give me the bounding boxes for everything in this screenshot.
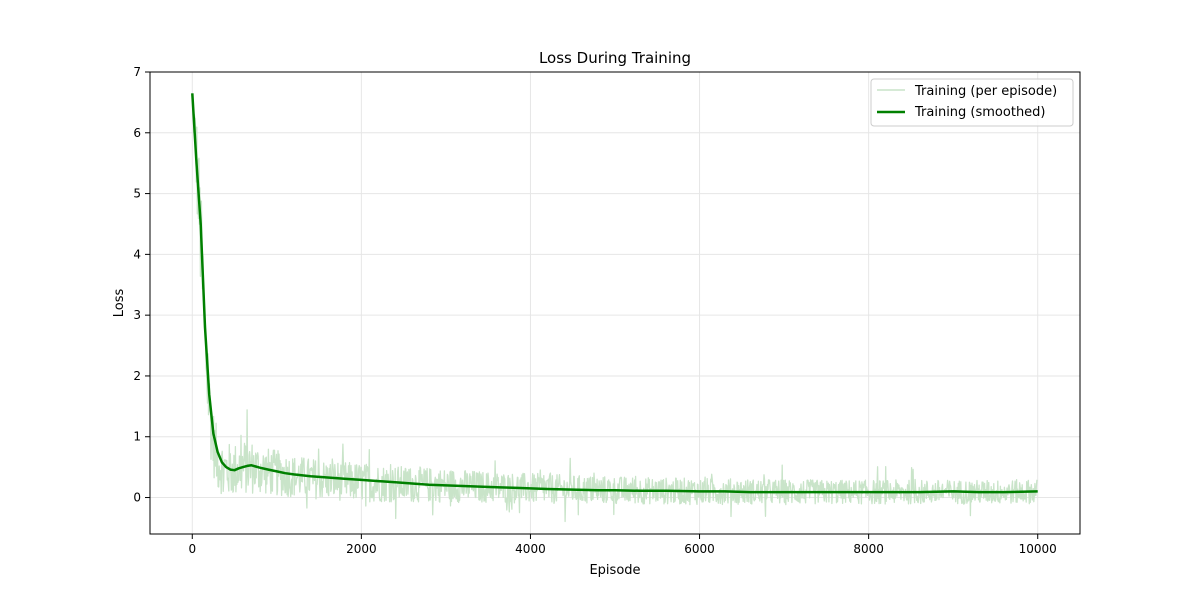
y-tick-label: 2	[133, 369, 141, 383]
x-tick-label: 8000	[853, 542, 884, 556]
y-tick-label: 4	[133, 247, 141, 261]
series-per-episode-line	[191, 94, 1038, 523]
y-axis-ticks: 0 1 2 3 4 5 6 7	[133, 65, 150, 505]
series-smoothed-line	[191, 93, 1038, 494]
legend-box	[870, 78, 1074, 127]
x-tick-label: 0	[188, 542, 196, 556]
y-tick-label: 0	[133, 491, 141, 505]
plot-area	[191, 93, 1038, 523]
y-tick-label: 7	[133, 65, 141, 79]
x-tick-label: 6000	[684, 542, 715, 556]
y-tick-label: 5	[133, 187, 141, 201]
x-tick-label: 10000	[1019, 542, 1057, 556]
chart-title: Loss During Training	[539, 49, 691, 67]
y-tick-label: 6	[133, 126, 141, 140]
x-tick-label: 2000	[346, 542, 377, 556]
legend-label-per-episode: Training (per episode)	[914, 84, 1057, 99]
legend-label-smoothed: Training (smoothed)	[914, 105, 1046, 120]
y-axis-label: Loss	[112, 289, 127, 318]
y-tick-label: 3	[133, 308, 141, 322]
x-tick-label: 4000	[515, 542, 546, 556]
legend: Training (per episode) Training (smoothe…	[870, 78, 1074, 127]
axes-frame	[149, 71, 1081, 535]
x-axis-label: Episode	[589, 563, 640, 578]
x-axis-ticks: 0 2000 4000 6000 8000 10000	[188, 534, 1057, 556]
y-tick-label: 1	[133, 430, 141, 444]
